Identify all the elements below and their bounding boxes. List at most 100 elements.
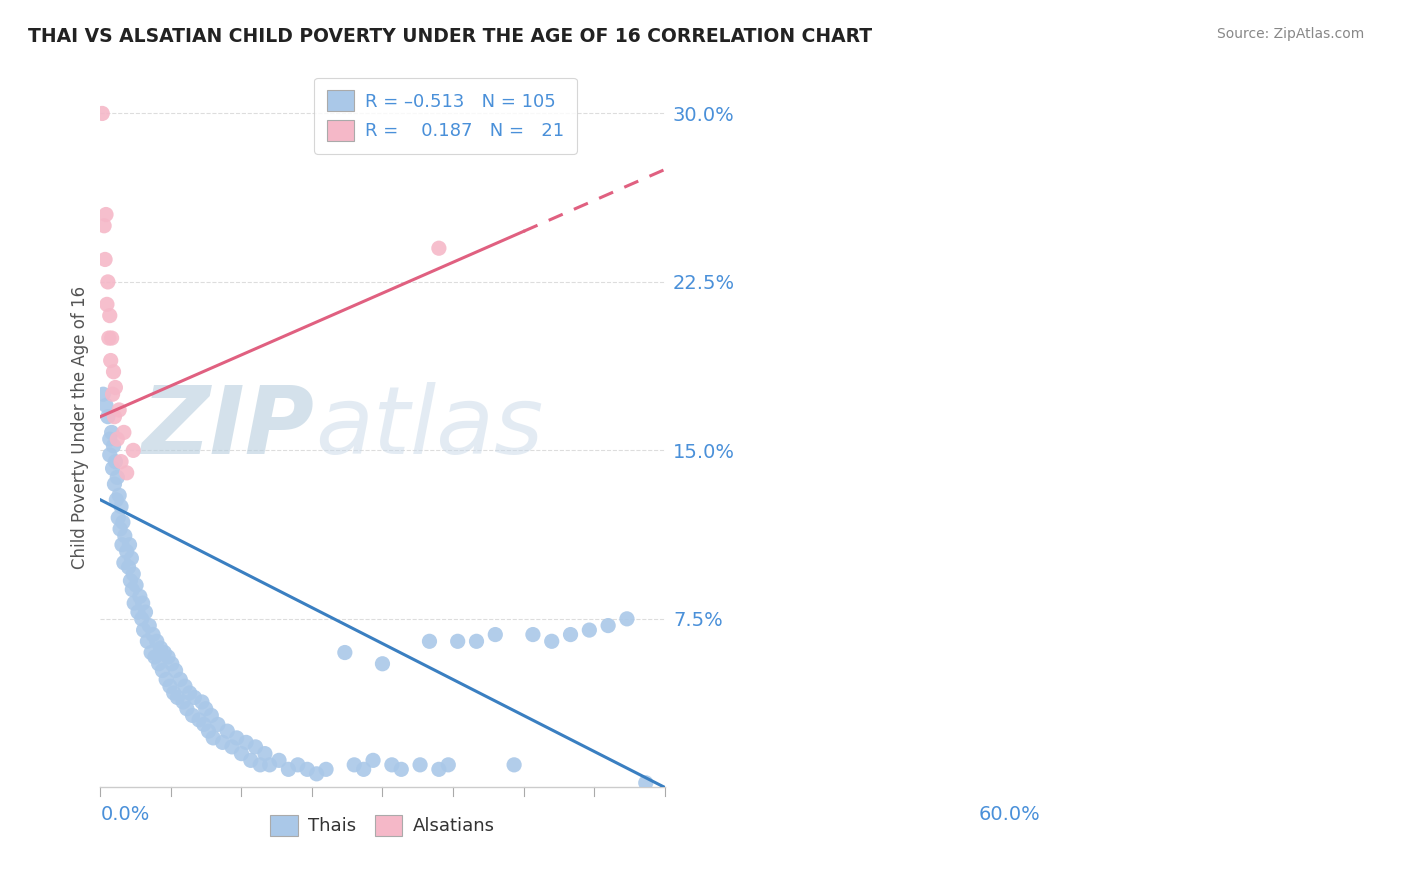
Point (117, 560, 139, 574)
Point (333, 646, 356, 660)
Point (343, 757, 366, 772)
Point (207, 717, 229, 731)
Point (131, 596, 153, 610)
Point (114, 529, 136, 543)
Point (166, 690, 188, 705)
Point (91, 106, 114, 120)
Point (115, 466, 138, 480)
Point (139, 646, 162, 660)
Point (131, 612, 153, 626)
Point (249, 757, 271, 772)
Point (105, 470, 128, 484)
Point (101, 461, 124, 475)
Point (97, 275, 120, 289)
Point (225, 731, 247, 745)
Point (108, 403, 131, 417)
Point (122, 566, 145, 581)
Point (94, 252, 117, 267)
Point (108, 522, 131, 536)
Point (104, 454, 127, 468)
Point (465, 634, 488, 648)
Point (122, 596, 145, 610)
Point (97, 331, 120, 345)
Point (163, 686, 186, 700)
Point (522, 627, 544, 641)
Point (103, 439, 125, 453)
Point (427, 762, 450, 776)
Point (148, 657, 170, 671)
Point (104, 380, 127, 394)
Point (96, 297, 118, 311)
Point (122, 443, 145, 458)
Point (94, 399, 117, 413)
Point (235, 735, 257, 749)
Point (98, 448, 121, 462)
Point (191, 695, 214, 709)
Point (100, 425, 122, 440)
Point (100, 331, 122, 345)
Point (136, 634, 159, 648)
Point (101, 387, 124, 401)
Point (634, 776, 657, 790)
Point (540, 634, 562, 648)
Point (97, 409, 120, 424)
Point (381, 757, 404, 772)
Point (315, 762, 337, 776)
Point (202, 731, 225, 745)
Point (267, 753, 290, 767)
Point (169, 673, 191, 687)
Point (389, 762, 412, 776)
Point (484, 627, 506, 641)
Point (253, 747, 276, 761)
Point (560, 627, 582, 641)
Point (118, 538, 141, 552)
Point (153, 646, 176, 660)
Point (103, 477, 125, 491)
Point (94, 207, 117, 221)
Point (110, 454, 132, 468)
Point (128, 590, 150, 604)
Point (447, 634, 470, 648)
Point (361, 753, 384, 767)
Point (112, 556, 135, 570)
Point (98, 432, 121, 446)
Point (194, 701, 217, 715)
Point (181, 708, 204, 723)
Point (245, 739, 267, 754)
Point (110, 500, 132, 514)
Point (103, 409, 125, 424)
Point (197, 724, 219, 739)
Point (418, 634, 440, 648)
Point (152, 664, 174, 678)
Point (103, 365, 125, 379)
Point (100, 353, 122, 368)
Point (437, 757, 460, 772)
Point (353, 762, 375, 776)
Point (188, 713, 211, 727)
Point (200, 708, 222, 723)
Point (138, 618, 160, 632)
Point (132, 623, 155, 637)
Point (297, 762, 319, 776)
Point (221, 739, 243, 754)
Text: 60.0%: 60.0% (979, 805, 1040, 824)
Point (578, 623, 600, 637)
Point (120, 551, 142, 566)
Point (179, 686, 201, 700)
Point (616, 612, 638, 626)
Point (165, 664, 187, 678)
Point (143, 650, 166, 665)
Point (176, 701, 198, 715)
Point (91, 387, 114, 401)
Point (105, 492, 128, 507)
Point (134, 605, 156, 619)
Point (112, 425, 135, 440)
Point (287, 757, 309, 772)
Text: ZIP: ZIP (142, 382, 315, 474)
Point (174, 679, 197, 693)
Legend: R = –0.513   N = 105, R =    0.187   N =   21: R = –0.513 N = 105, R = 0.187 N = 21 (314, 78, 576, 153)
Point (121, 582, 143, 597)
Point (277, 762, 299, 776)
Point (427, 241, 450, 255)
Point (93, 219, 115, 233)
